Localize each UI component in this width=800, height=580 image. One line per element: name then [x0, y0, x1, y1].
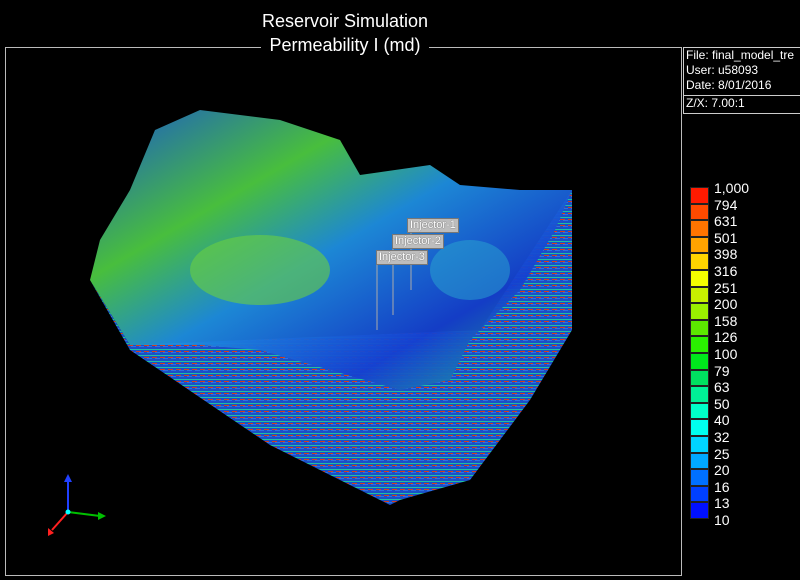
property-title: Permeability I (md) — [261, 35, 429, 55]
well-label-injector-1[interactable]: Injector-1 — [407, 218, 459, 233]
legend-label: 79 — [714, 362, 730, 379]
legend-swatch — [690, 269, 709, 287]
legend-swatch — [690, 203, 709, 221]
well-label-injector-2[interactable]: Injector-2 — [392, 234, 444, 249]
legend-label: 16 — [714, 478, 730, 495]
user-name: User: u58093 — [686, 63, 759, 77]
legend-label: 501 — [714, 229, 738, 246]
legend-swatch — [690, 236, 709, 254]
legend-label: 200 — [714, 296, 738, 313]
legend-label: 316 — [714, 263, 738, 279]
legend-swatch — [690, 352, 709, 370]
reservoir-top-surface — [90, 110, 572, 390]
legend-label: 40 — [714, 412, 730, 429]
legend-label: 20 — [714, 462, 730, 479]
legend-swatch — [690, 452, 709, 470]
legend-swatch — [690, 220, 709, 237]
file-name: File: final_model_tre — [686, 48, 795, 62]
legend-swatch — [690, 253, 709, 270]
vertical-exaggeration: Z/X: 7.00:1 — [684, 95, 800, 111]
legend-label: 398 — [714, 246, 738, 263]
date: Date: 8/01/2016 — [686, 78, 772, 92]
legend-swatch — [690, 187, 709, 204]
legend-label: 13 — [714, 495, 730, 512]
legend-label: 63 — [714, 379, 730, 396]
legend-swatch — [690, 435, 709, 453]
legend-swatch — [690, 319, 709, 337]
legend-label: 126 — [714, 329, 738, 346]
well-label-injector-3[interactable]: Injector-3 — [376, 250, 428, 265]
legend-label: 158 — [714, 312, 738, 329]
legend-label: 10 — [714, 512, 730, 528]
legend-label: 100 — [714, 346, 738, 362]
legend-swatch — [690, 402, 709, 420]
legend-label: 1,000 — [714, 180, 750, 196]
legend-swatch — [690, 336, 709, 353]
legend-label: 25 — [714, 445, 730, 462]
legend-swatch — [690, 386, 709, 403]
legend-swatch — [690, 303, 709, 320]
legend-label: 32 — [714, 429, 730, 445]
legend-swatch — [690, 369, 709, 387]
legend-label: 251 — [714, 279, 738, 296]
legend-swatch — [690, 286, 709, 304]
window-title: Reservoir Simulation — [261, 11, 429, 31]
legend-swatch — [690, 485, 709, 503]
legend-label: 631 — [714, 213, 738, 230]
legend-label: 794 — [714, 196, 738, 213]
axes-triad-icon — [48, 474, 106, 536]
color-legend: 1,000 794 631 501 398 316 251 200 158 126 100 79 63 5… — [690, 181, 749, 527]
model-info-box: File: final_model_tre User: u58093 Date:… — [683, 47, 800, 114]
legend-label: 50 — [714, 395, 730, 412]
legend-swatch — [690, 469, 709, 486]
legend-swatch — [690, 419, 709, 436]
legend-swatch — [690, 502, 709, 519]
